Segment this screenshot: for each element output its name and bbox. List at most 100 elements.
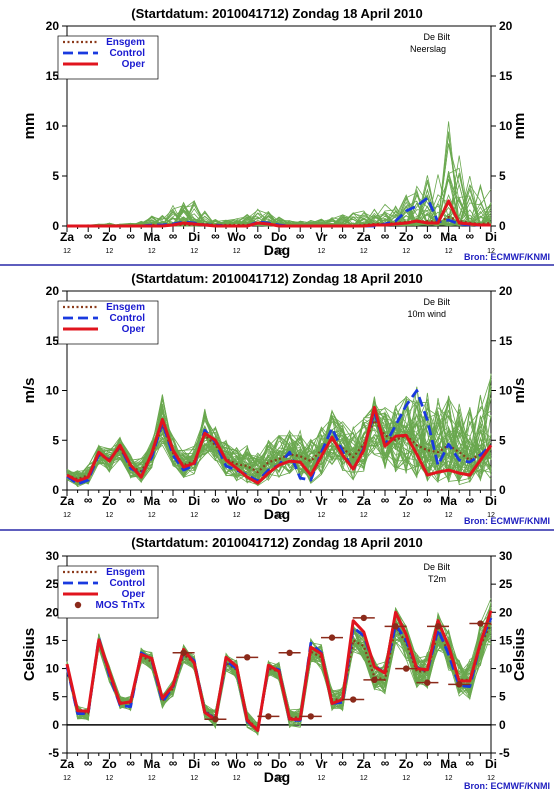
y-tick-label-right: 0 (499, 718, 506, 732)
x-day-label: Di (188, 494, 200, 508)
x-hour-label: 12 (190, 775, 198, 782)
x-hour-label: 12 (275, 512, 283, 519)
x-day-label: Do (271, 230, 287, 244)
mos-tntx-markers (172, 614, 492, 723)
x-axis-label: Dag (264, 242, 290, 258)
y-tick-label-left: 15 (46, 334, 60, 348)
x-day-label: Za (60, 494, 74, 508)
x-midnight-symbol: ∞ (254, 493, 263, 507)
y-tick-label-right: 20 (499, 284, 513, 298)
y-tick-label-left: 10 (46, 384, 60, 398)
x-hour-label: 12 (318, 775, 326, 782)
x-midnight-symbol: ∞ (296, 756, 305, 770)
y-axis-label-left: m/s (21, 378, 38, 404)
legend-mos-swatch (74, 601, 82, 609)
x-midnight-symbol: ∞ (169, 756, 178, 770)
x-midnight-symbol: ∞ (338, 493, 347, 507)
source-label: Bron: ECMWF/KNMI (464, 516, 550, 526)
x-day-label: Ma (143, 757, 160, 771)
x-day-label: Vr (315, 757, 327, 771)
y-tick-label-right: 15 (499, 334, 513, 348)
y-tick-label-right: 0 (499, 219, 506, 233)
x-midnight-symbol: ∞ (338, 229, 347, 243)
panel-title: (Startdatum: 2010041712) Zondag 18 April… (131, 535, 422, 550)
legend-ensgem-label: Ensgem (106, 567, 145, 578)
x-day-label: Za (357, 494, 371, 508)
legend-box (57, 35, 159, 80)
y-tick-label-left: 30 (46, 549, 60, 563)
y-tick-label-left: 10 (46, 119, 60, 133)
y-tick-label-right: 0 (499, 483, 506, 497)
x-hour-label: 12 (318, 512, 326, 519)
x-hour-label: 12 (190, 512, 198, 519)
x-day-label: Di (188, 757, 200, 771)
mos-tntx-point (424, 679, 431, 686)
x-hour-label: 12 (148, 512, 156, 519)
panel-3: (Startdatum: 2010041712) Zondag 18 April… (21, 535, 550, 791)
x-midnight-symbol: ∞ (126, 493, 135, 507)
y-tick-label-left: 20 (46, 284, 60, 298)
x-day-label: Di (188, 230, 200, 244)
panel-2: (Startdatum: 2010041712) Zondag 18 April… (21, 271, 550, 526)
x-midnight-symbol: ∞ (84, 493, 93, 507)
mos-tntx-point (180, 649, 187, 657)
x-axis-label: Dag (264, 506, 290, 522)
x-midnight-symbol: ∞ (126, 229, 135, 243)
x-day-label: Di (485, 494, 497, 508)
x-hour-label: 12 (148, 248, 156, 255)
location-label: De Bilt (423, 297, 450, 307)
mos-tntx-point (392, 623, 399, 630)
y-tick-label-left: 5 (52, 169, 59, 183)
mos-tntx-point (212, 716, 219, 723)
x-hour-label: 12 (318, 248, 326, 255)
mos-tntx-point (286, 649, 293, 657)
oper-series-line (67, 199, 491, 228)
x-day-label: Ma (440, 230, 457, 244)
y-axis-label-right: Celsius (511, 628, 528, 681)
x-day-label: Vr (315, 230, 327, 244)
y-tick-label-left: 20 (46, 605, 60, 619)
y-tick-label-left: -5 (48, 746, 59, 760)
legend-oper-label: Oper (122, 324, 145, 335)
y-tick-label-right: 10 (499, 384, 513, 398)
x-midnight-symbol: ∞ (466, 756, 475, 770)
x-day-label: Zo (399, 230, 414, 244)
x-day-label: Za (60, 230, 74, 244)
legend-ensgem-label: Ensgem (106, 37, 145, 48)
legend-mos-label: MOS TnTx (96, 600, 146, 611)
x-midnight-symbol: ∞ (254, 229, 263, 243)
legend-oper-label: Oper (122, 589, 145, 600)
x-axis-label: Dag (264, 769, 290, 785)
x-hour-label: 12 (360, 775, 368, 782)
x-hour-label: 12 (402, 512, 410, 519)
x-day-label: Zo (102, 230, 117, 244)
x-midnight-symbol: ∞ (254, 756, 263, 770)
x-hour-label: 12 (445, 512, 453, 519)
x-day-label: Zo (399, 494, 414, 508)
location-label: De Bilt (423, 32, 450, 42)
x-day-label: Zo (399, 757, 414, 771)
y-tick-label-left: 5 (52, 433, 59, 447)
y-axis-label-left: mm (21, 113, 38, 140)
x-hour-label: 12 (360, 512, 368, 519)
mos-tntx-point (350, 696, 357, 703)
x-hour-label: 12 (106, 248, 114, 255)
ensemble-member-line (66, 401, 492, 482)
legend-oper-label: Oper (122, 59, 145, 70)
legend-control-label: Control (109, 578, 145, 589)
oper-series-line (65, 610, 493, 732)
mos-tntx-point (477, 620, 484, 627)
x-midnight-symbol: ∞ (296, 493, 305, 507)
legend-control-label: Control (109, 48, 145, 59)
mos-tntx-point (434, 623, 442, 630)
x-hour-label: 12 (402, 248, 410, 255)
mos-tntx-point (360, 614, 367, 622)
x-day-label: Ma (440, 494, 457, 508)
x-hour-label: 12 (360, 248, 368, 255)
mos-tntx-point (456, 681, 463, 688)
x-hour-label: 12 (233, 248, 241, 255)
